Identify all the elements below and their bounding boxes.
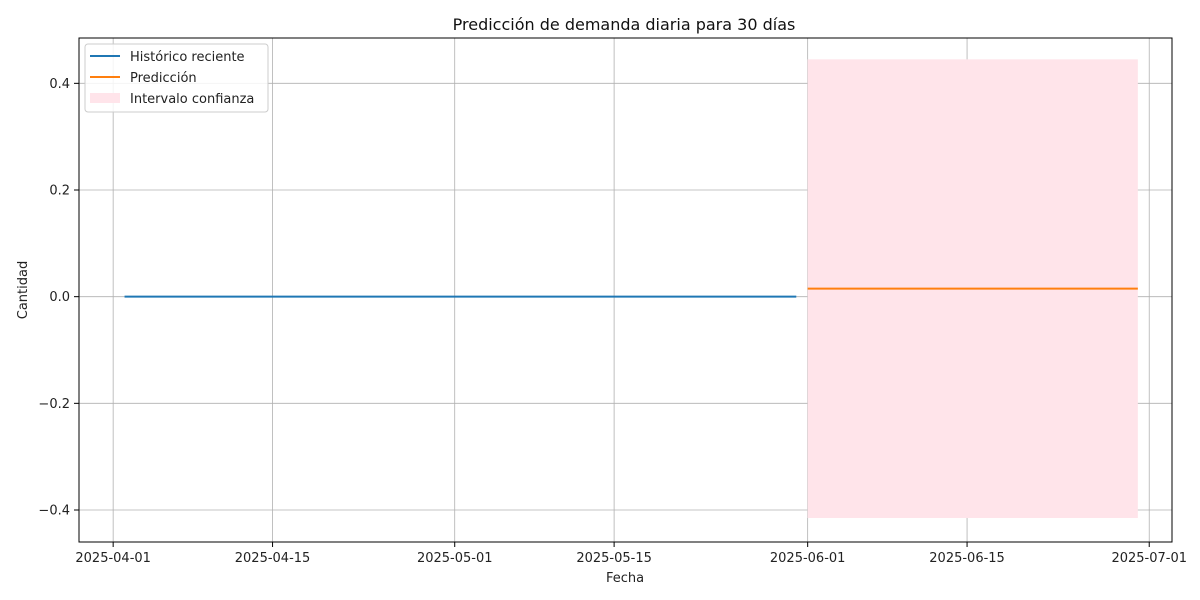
x-tick-label: 2025-05-01 (417, 551, 493, 566)
series-layer (124, 287, 1138, 298)
x-axis-ticks: 2025-04-01 2025-04-15 2025-05-01 2025-05-15… (75, 542, 1187, 566)
x-axis-label: Fecha (606, 571, 644, 586)
y-tick-label: −0.4 (38, 504, 70, 519)
chart-title: Predicción de demanda diaria para 30 día… (453, 15, 796, 34)
y-axis-ticks: −0.4 −0.2 0.0 0.2 0.4 (38, 77, 79, 519)
legend-label-intervalo: Intervalo confianza (130, 92, 254, 107)
x-tick-label: 2025-04-01 (75, 551, 151, 566)
y-tick-label: 0.4 (49, 77, 70, 92)
legend-label-historico: Histórico reciente (130, 50, 245, 65)
legend-swatch-intervalo (90, 93, 120, 103)
y-tick-label: −0.2 (38, 397, 70, 412)
legend-box (84, 43, 269, 113)
y-tick-label: 0.2 (49, 184, 70, 199)
x-tick-label: 2025-04-15 (235, 551, 311, 566)
plot-frame (78, 37, 1173, 543)
y-tick-label: 0.0 (49, 290, 70, 305)
x-tick-label: 2025-07-01 (1111, 551, 1187, 566)
x-tick-label: 2025-05-15 (576, 551, 652, 566)
legend-label-prediccion: Predicción (130, 71, 197, 86)
y-axis-label: Cantidad (16, 261, 31, 319)
x-tick-label: 2025-06-01 (770, 551, 846, 566)
x-tick-label: 2025-06-15 (929, 551, 1005, 566)
legend: Histórico reciente Predicción Intervalo … (84, 43, 269, 113)
